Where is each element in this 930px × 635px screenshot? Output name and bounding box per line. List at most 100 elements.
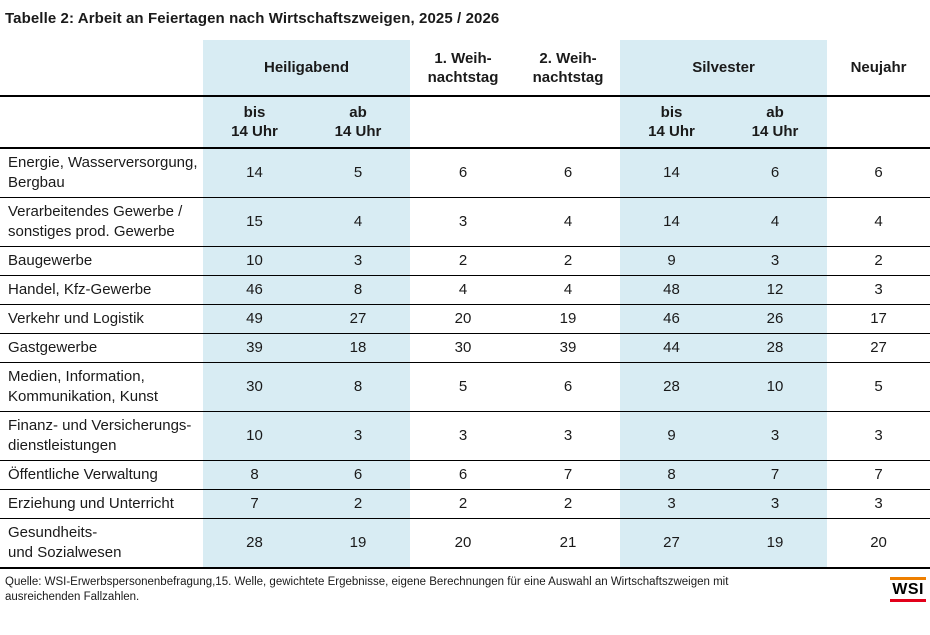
value-cell: 20 <box>827 518 930 569</box>
value-cell: 2 <box>516 489 621 519</box>
value-cell: 18 <box>306 333 411 363</box>
value-cell: 46 <box>620 304 724 334</box>
value-cell: 27 <box>827 333 930 363</box>
value-cell: 39 <box>516 333 621 363</box>
group-header-heiligabend: Heiligabend <box>203 40 411 97</box>
table-row: Energie, Wasserversorgung, Bergbau 14 5 6 6 1… <box>0 148 930 198</box>
value-cell: 19 <box>306 518 411 569</box>
value-cell: 8 <box>620 460 724 490</box>
sub-header-empty <box>827 96 930 149</box>
value-cell: 48 <box>620 275 724 305</box>
row-label: Gastgewerbe <box>0 333 203 363</box>
value-cell: 8 <box>203 460 306 490</box>
table-row: Handel, Kfz-Gewerbe 46 8 4 4 48 12 3 <box>0 275 930 305</box>
value-cell: 3 <box>410 197 517 247</box>
value-cell: 3 <box>723 411 828 461</box>
value-cell: 5 <box>827 362 930 412</box>
table-row: Gastgewerbe 39 18 30 39 44 28 27 <box>0 333 930 363</box>
table-row: Baugewerbe 10 3 2 2 9 3 2 <box>0 246 930 276</box>
value-cell: 6 <box>306 460 411 490</box>
table-title: Tabelle 2: Arbeit an Feiertagen nach Wir… <box>5 10 500 27</box>
value-cell: 7 <box>203 489 306 519</box>
sub-header-row: bis 14 Uhr ab 14 Uhr bis 14 Uhr ab 14 Uh… <box>0 96 930 149</box>
value-cell: 2 <box>306 489 411 519</box>
value-cell: 14 <box>203 148 306 198</box>
value-cell: 6 <box>410 148 517 198</box>
value-cell: 7 <box>827 460 930 490</box>
row-label: Erziehung und Unterricht <box>0 489 203 519</box>
value-cell: 12 <box>723 275 828 305</box>
value-cell: 28 <box>723 333 828 363</box>
value-cell: 4 <box>516 197 621 247</box>
value-cell: 3 <box>827 411 930 461</box>
row-label: Baugewerbe <box>0 246 203 276</box>
table-row: Gesundheits- und Sozialwesen 28 19 20 21 27 19… <box>0 518 930 569</box>
value-cell: 4 <box>410 275 517 305</box>
group-header-silvester: Silvester <box>620 40 828 97</box>
value-cell: 2 <box>516 246 621 276</box>
value-cell: 19 <box>723 518 828 569</box>
value-cell: 3 <box>516 411 621 461</box>
value-cell: 4 <box>306 197 411 247</box>
source-note: Quelle: WSI-Erwerbspersonenbefragung,15.… <box>5 576 729 603</box>
value-cell: 10 <box>203 246 306 276</box>
value-cell: 6 <box>723 148 828 198</box>
value-cell: 8 <box>306 275 411 305</box>
value-cell: 3 <box>410 411 517 461</box>
table-row: Verarbeitendes Gewerbe / sonstiges prod.… <box>0 197 930 247</box>
row-label: Finanz- und Versicherungs- dienstleistun… <box>0 411 203 461</box>
value-cell: 28 <box>620 362 724 412</box>
value-cell: 4 <box>827 197 930 247</box>
value-cell: 3 <box>306 246 411 276</box>
table-row: Finanz- und Versicherungs- dienstleistun… <box>0 411 930 461</box>
value-cell: 3 <box>827 275 930 305</box>
value-cell: 27 <box>620 518 724 569</box>
value-cell: 19 <box>516 304 621 334</box>
value-cell: 5 <box>306 148 411 198</box>
sub-header-heiligabend-bis: bis 14 Uhr <box>203 96 306 149</box>
value-cell: 30 <box>203 362 306 412</box>
value-cell: 17 <box>827 304 930 334</box>
value-cell: 39 <box>203 333 306 363</box>
row-label: Energie, Wasserversorgung, Bergbau <box>0 148 203 198</box>
holiday-work-table: Heiligabend 1. Weih- nachtstag 2. Weih- … <box>0 40 930 569</box>
row-label: Verarbeitendes Gewerbe / sonstiges prod.… <box>0 197 203 247</box>
sub-header-silvester-ab: ab 14 Uhr <box>723 96 828 149</box>
sub-header-empty <box>410 96 517 149</box>
value-cell: 6 <box>410 460 517 490</box>
value-cell: 10 <box>723 362 828 412</box>
value-cell: 21 <box>516 518 621 569</box>
value-cell: 49 <box>203 304 306 334</box>
value-cell: 7 <box>516 460 621 490</box>
empty-corner-cell <box>0 96 203 149</box>
wsi-logo: WSI <box>890 577 926 602</box>
group-header-1-weihnachtstag: 1. Weih- nachtstag <box>410 40 517 97</box>
group-header-row: Heiligabend 1. Weih- nachtstag 2. Weih- … <box>0 40 930 97</box>
sub-header-heiligabend-ab: ab 14 Uhr <box>306 96 411 149</box>
value-cell: 14 <box>620 148 724 198</box>
value-cell: 5 <box>410 362 517 412</box>
value-cell: 30 <box>410 333 517 363</box>
value-cell: 28 <box>203 518 306 569</box>
value-cell: 3 <box>306 411 411 461</box>
value-cell: 6 <box>516 362 621 412</box>
value-cell: 26 <box>723 304 828 334</box>
value-cell: 10 <box>203 411 306 461</box>
table-body: Energie, Wasserversorgung, Bergbau 14 5 6 6 1… <box>0 148 930 569</box>
value-cell: 3 <box>723 246 828 276</box>
value-cell: 3 <box>827 489 930 519</box>
group-header-2-weihnachtstag: 2. Weih- nachtstag <box>516 40 621 97</box>
table-header: Heiligabend 1. Weih- nachtstag 2. Weih- … <box>0 40 930 149</box>
table-row: Verkehr und Logistik 49 27 20 19 46 26 17 <box>0 304 930 334</box>
row-label: Handel, Kfz-Gewerbe <box>0 275 203 305</box>
table-row: Öffentliche Verwaltung 8 6 6 7 8 7 7 <box>0 460 930 490</box>
value-cell: 3 <box>723 489 828 519</box>
row-label: Verkehr und Logistik <box>0 304 203 334</box>
value-cell: 2 <box>827 246 930 276</box>
value-cell: 46 <box>203 275 306 305</box>
value-cell: 44 <box>620 333 724 363</box>
empty-corner-cell <box>0 40 203 97</box>
table-row: Medien, Information, Kommunikation, Kuns… <box>0 362 930 412</box>
value-cell: 9 <box>620 411 724 461</box>
value-cell: 20 <box>410 518 517 569</box>
